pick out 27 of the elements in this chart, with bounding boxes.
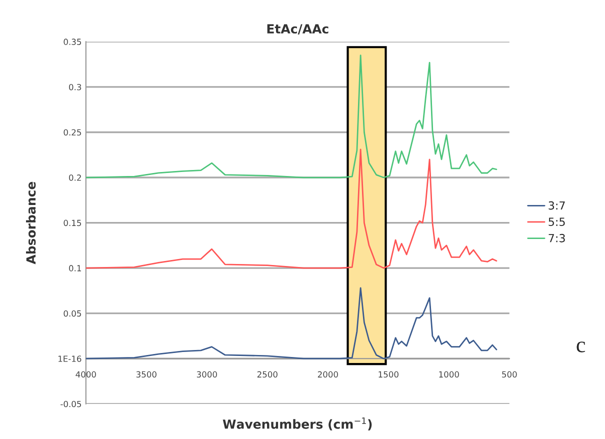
x-axis-title: Wavenumbers (cm$^{−1}$) xyxy=(222,418,372,430)
x-tick-label: 1000 xyxy=(439,371,459,378)
line-series xyxy=(86,287,498,360)
y-tick-label: -0.05 xyxy=(60,400,82,408)
x-tick-label: 4000 xyxy=(76,371,96,378)
x-tick-label: 500 xyxy=(502,371,517,378)
legend-label: 7:3 xyxy=(548,234,565,242)
text: c xyxy=(576,342,586,352)
line-series xyxy=(86,54,498,178)
y-tick-label: 0.05 xyxy=(64,310,82,317)
y-tick-label: 0.1 xyxy=(69,265,81,272)
chart-title: EtAc/AAc xyxy=(267,24,328,35)
legend-label: 5:5 xyxy=(548,218,565,226)
x-tick-label: 3500 xyxy=(136,371,156,378)
x-tick-label: 3000 xyxy=(196,371,217,378)
y-tick-label: 1E-16 xyxy=(58,356,82,362)
y-tick-label: 0.25 xyxy=(64,129,82,136)
y-tick-label: 0.3 xyxy=(69,84,82,90)
x-tick-label: 2500 xyxy=(257,371,278,378)
x-tick-label: 2000 xyxy=(318,371,338,378)
x-tick-label: 1500 xyxy=(378,371,398,378)
y-tick-label: 0.2 xyxy=(69,174,81,181)
y-axis-title: Absorbance xyxy=(26,182,36,264)
legend-label: 3:7 xyxy=(548,201,565,210)
y-tick-label: 0.15 xyxy=(64,220,82,226)
line-series xyxy=(86,148,498,269)
y-tick-label: 0.35 xyxy=(64,38,82,45)
